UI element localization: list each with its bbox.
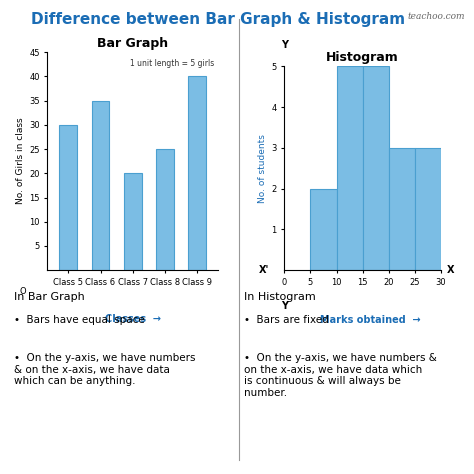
Bar <box>389 148 415 270</box>
Text: Difference between Bar Graph & Histogram: Difference between Bar Graph & Histogram <box>31 12 405 27</box>
Text: In Bar Graph: In Bar Graph <box>14 292 85 301</box>
Text: X: X <box>447 265 455 275</box>
Text: X': X' <box>258 265 269 275</box>
Text: Y: Y <box>281 301 288 311</box>
Title: Bar Graph: Bar Graph <box>97 36 168 50</box>
Bar <box>91 100 109 270</box>
Bar <box>124 173 142 270</box>
Text: •  On the y-axis, we have numbers &
on the x-axis, we have data which
is continu: • On the y-axis, we have numbers & on th… <box>244 353 437 398</box>
Text: teachoo.com: teachoo.com <box>407 12 465 21</box>
Bar <box>59 125 77 270</box>
Text: Y: Y <box>281 40 288 50</box>
Text: 1 unit length = 5 girls: 1 unit length = 5 girls <box>130 59 215 68</box>
Bar <box>363 66 389 270</box>
Bar <box>337 66 363 270</box>
Bar <box>156 149 174 270</box>
Bar <box>415 148 441 270</box>
Text: Classes  →: Classes → <box>105 314 161 324</box>
Text: •  Bars have equal space: • Bars have equal space <box>14 315 145 325</box>
Bar <box>188 76 206 270</box>
Text: •  Bars are fixed: • Bars are fixed <box>244 315 329 325</box>
Bar <box>310 189 337 270</box>
Text: In Histogram: In Histogram <box>244 292 316 301</box>
Text: Marks obtained  →: Marks obtained → <box>320 315 421 325</box>
Y-axis label: No. of students: No. of students <box>258 134 267 203</box>
Text: O: O <box>19 286 26 295</box>
Text: •  On the y-axis, we have numbers
& on the x-axis, we have data
which can be any: • On the y-axis, we have numbers & on th… <box>14 353 196 386</box>
Y-axis label: No. of Girls in class: No. of Girls in class <box>16 118 25 204</box>
Title: Histogram: Histogram <box>326 51 399 64</box>
